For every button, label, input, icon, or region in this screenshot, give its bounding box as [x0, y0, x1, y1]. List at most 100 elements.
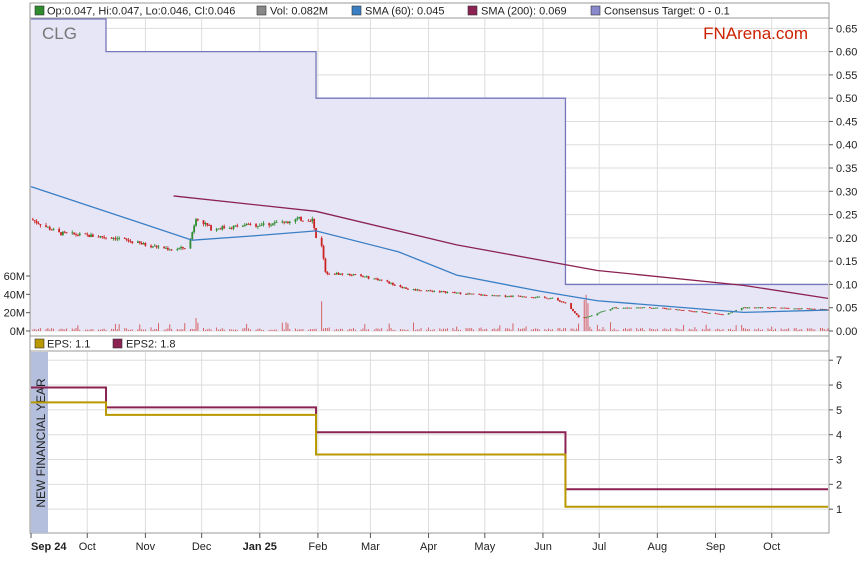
candle-body — [375, 278, 377, 280]
candle-body — [797, 308, 799, 310]
price-y-tick-label: 0.25 — [836, 210, 857, 222]
legend-eps: EPS: 1.1 — [34, 339, 90, 351]
candle-body — [288, 221, 291, 223]
candle-body — [705, 312, 708, 314]
candle-body — [718, 313, 721, 315]
candle-body — [268, 223, 271, 226]
price-y-tick-label: 0.35 — [836, 163, 857, 175]
candle-body — [326, 271, 329, 274]
candle-body — [228, 228, 231, 229]
volume-y-tick-label: 40M — [4, 289, 25, 301]
legend-sma60-text: SMA (60): 0.045 — [365, 6, 445, 18]
legend-sma200: SMA (200): 0.069 — [467, 5, 567, 18]
candle-body — [662, 307, 664, 309]
candle-body — [151, 246, 154, 248]
candle-body — [465, 294, 467, 295]
candle-body — [575, 313, 578, 315]
legend-sma200-swatch — [467, 5, 478, 16]
candle-body — [262, 223, 265, 225]
candle-body — [517, 295, 520, 297]
price-y-tick-label: 0.40 — [836, 140, 857, 152]
candle-body — [729, 312, 732, 314]
candle-body — [50, 229, 53, 231]
candle-body — [570, 303, 572, 309]
candle-body — [73, 232, 76, 235]
price-y-axis: 0.65 0.60 0.55 0.50 0.45 0.40 0.35 0.30 0.25 0.20… — [829, 23, 857, 338]
candle-body — [452, 292, 454, 293]
legend-vol: Vol: 0.082M — [256, 6, 328, 18]
new-financial-year-band — [31, 352, 48, 533]
candle-body — [123, 237, 126, 239]
candle-body — [116, 238, 119, 240]
legend-sma200-text: SMA (200): 0.069 — [481, 6, 567, 18]
candle-body — [223, 226, 226, 229]
candle-body — [255, 224, 257, 227]
candle-body — [60, 232, 62, 235]
candle-body — [480, 294, 482, 296]
price-y-tick-label: 0.45 — [836, 116, 857, 128]
candle-body — [626, 307, 629, 309]
candle-body — [455, 292, 458, 294]
legend-ohlc-swatch — [34, 5, 45, 16]
candle-body — [168, 249, 171, 251]
candle-body — [813, 308, 816, 310]
candle-body — [243, 224, 246, 227]
eps-gridlines — [30, 352, 828, 532]
candle-body — [210, 225, 212, 231]
candle-body — [431, 290, 434, 292]
candle-body — [810, 308, 813, 310]
legend-target-text: Consensus Target: 0 - 0.1 — [604, 6, 730, 18]
candle-body — [219, 228, 222, 230]
candle-body — [180, 246, 182, 249]
candle-body — [590, 315, 593, 317]
candle-body — [242, 226, 244, 227]
candle-body — [613, 307, 616, 309]
candle-body — [378, 279, 381, 281]
candle-body — [208, 225, 211, 226]
candle-body — [105, 237, 107, 239]
candle-body — [598, 312, 601, 314]
candle-body — [91, 234, 94, 237]
candle-body — [429, 290, 432, 292]
candle-body — [427, 290, 430, 292]
candle-body — [386, 280, 389, 282]
x-axis-tick-label: Jun — [534, 541, 552, 553]
candle-body — [491, 295, 494, 297]
candle-body — [138, 241, 141, 243]
candle-body — [585, 317, 587, 318]
candle-body — [206, 223, 209, 226]
candle-body — [78, 233, 81, 236]
price-y-tick-label: 0.30 — [836, 186, 857, 198]
candle-body — [547, 298, 550, 300]
candle-body — [767, 307, 769, 309]
candle-body — [339, 273, 342, 275]
x-axis-tick-label: Oct — [763, 541, 780, 553]
fnarena-watermark: FNArena.com — [703, 24, 808, 43]
candle-body — [622, 307, 625, 309]
x-axis-tick-label: Oct — [79, 541, 96, 553]
candle-body — [735, 310, 738, 312]
candle-body — [178, 248, 181, 250]
candle-body — [641, 307, 644, 309]
candle-body — [596, 313, 599, 316]
candle-body — [785, 307, 788, 309]
candle-body — [399, 285, 402, 287]
candle-body — [433, 291, 436, 292]
candle-body — [808, 308, 811, 310]
candle-body — [639, 307, 642, 309]
candle-body — [731, 311, 734, 313]
candle-body — [335, 272, 338, 275]
candle-body — [525, 296, 527, 298]
candle-body — [667, 308, 670, 310]
legend-target: Consensus Target: 0 - 0.1 — [590, 6, 730, 18]
candle-body — [485, 295, 488, 297]
price-y-tick-label: 0.00 — [836, 326, 857, 338]
candle-body — [189, 239, 192, 249]
candle-body — [273, 222, 276, 224]
candle-body — [650, 307, 653, 309]
candle-body — [420, 290, 422, 292]
volume-y-tick-label: 20M — [4, 308, 25, 320]
candle-body — [86, 233, 89, 235]
candle-body — [744, 307, 747, 309]
candle-body — [388, 281, 391, 284]
